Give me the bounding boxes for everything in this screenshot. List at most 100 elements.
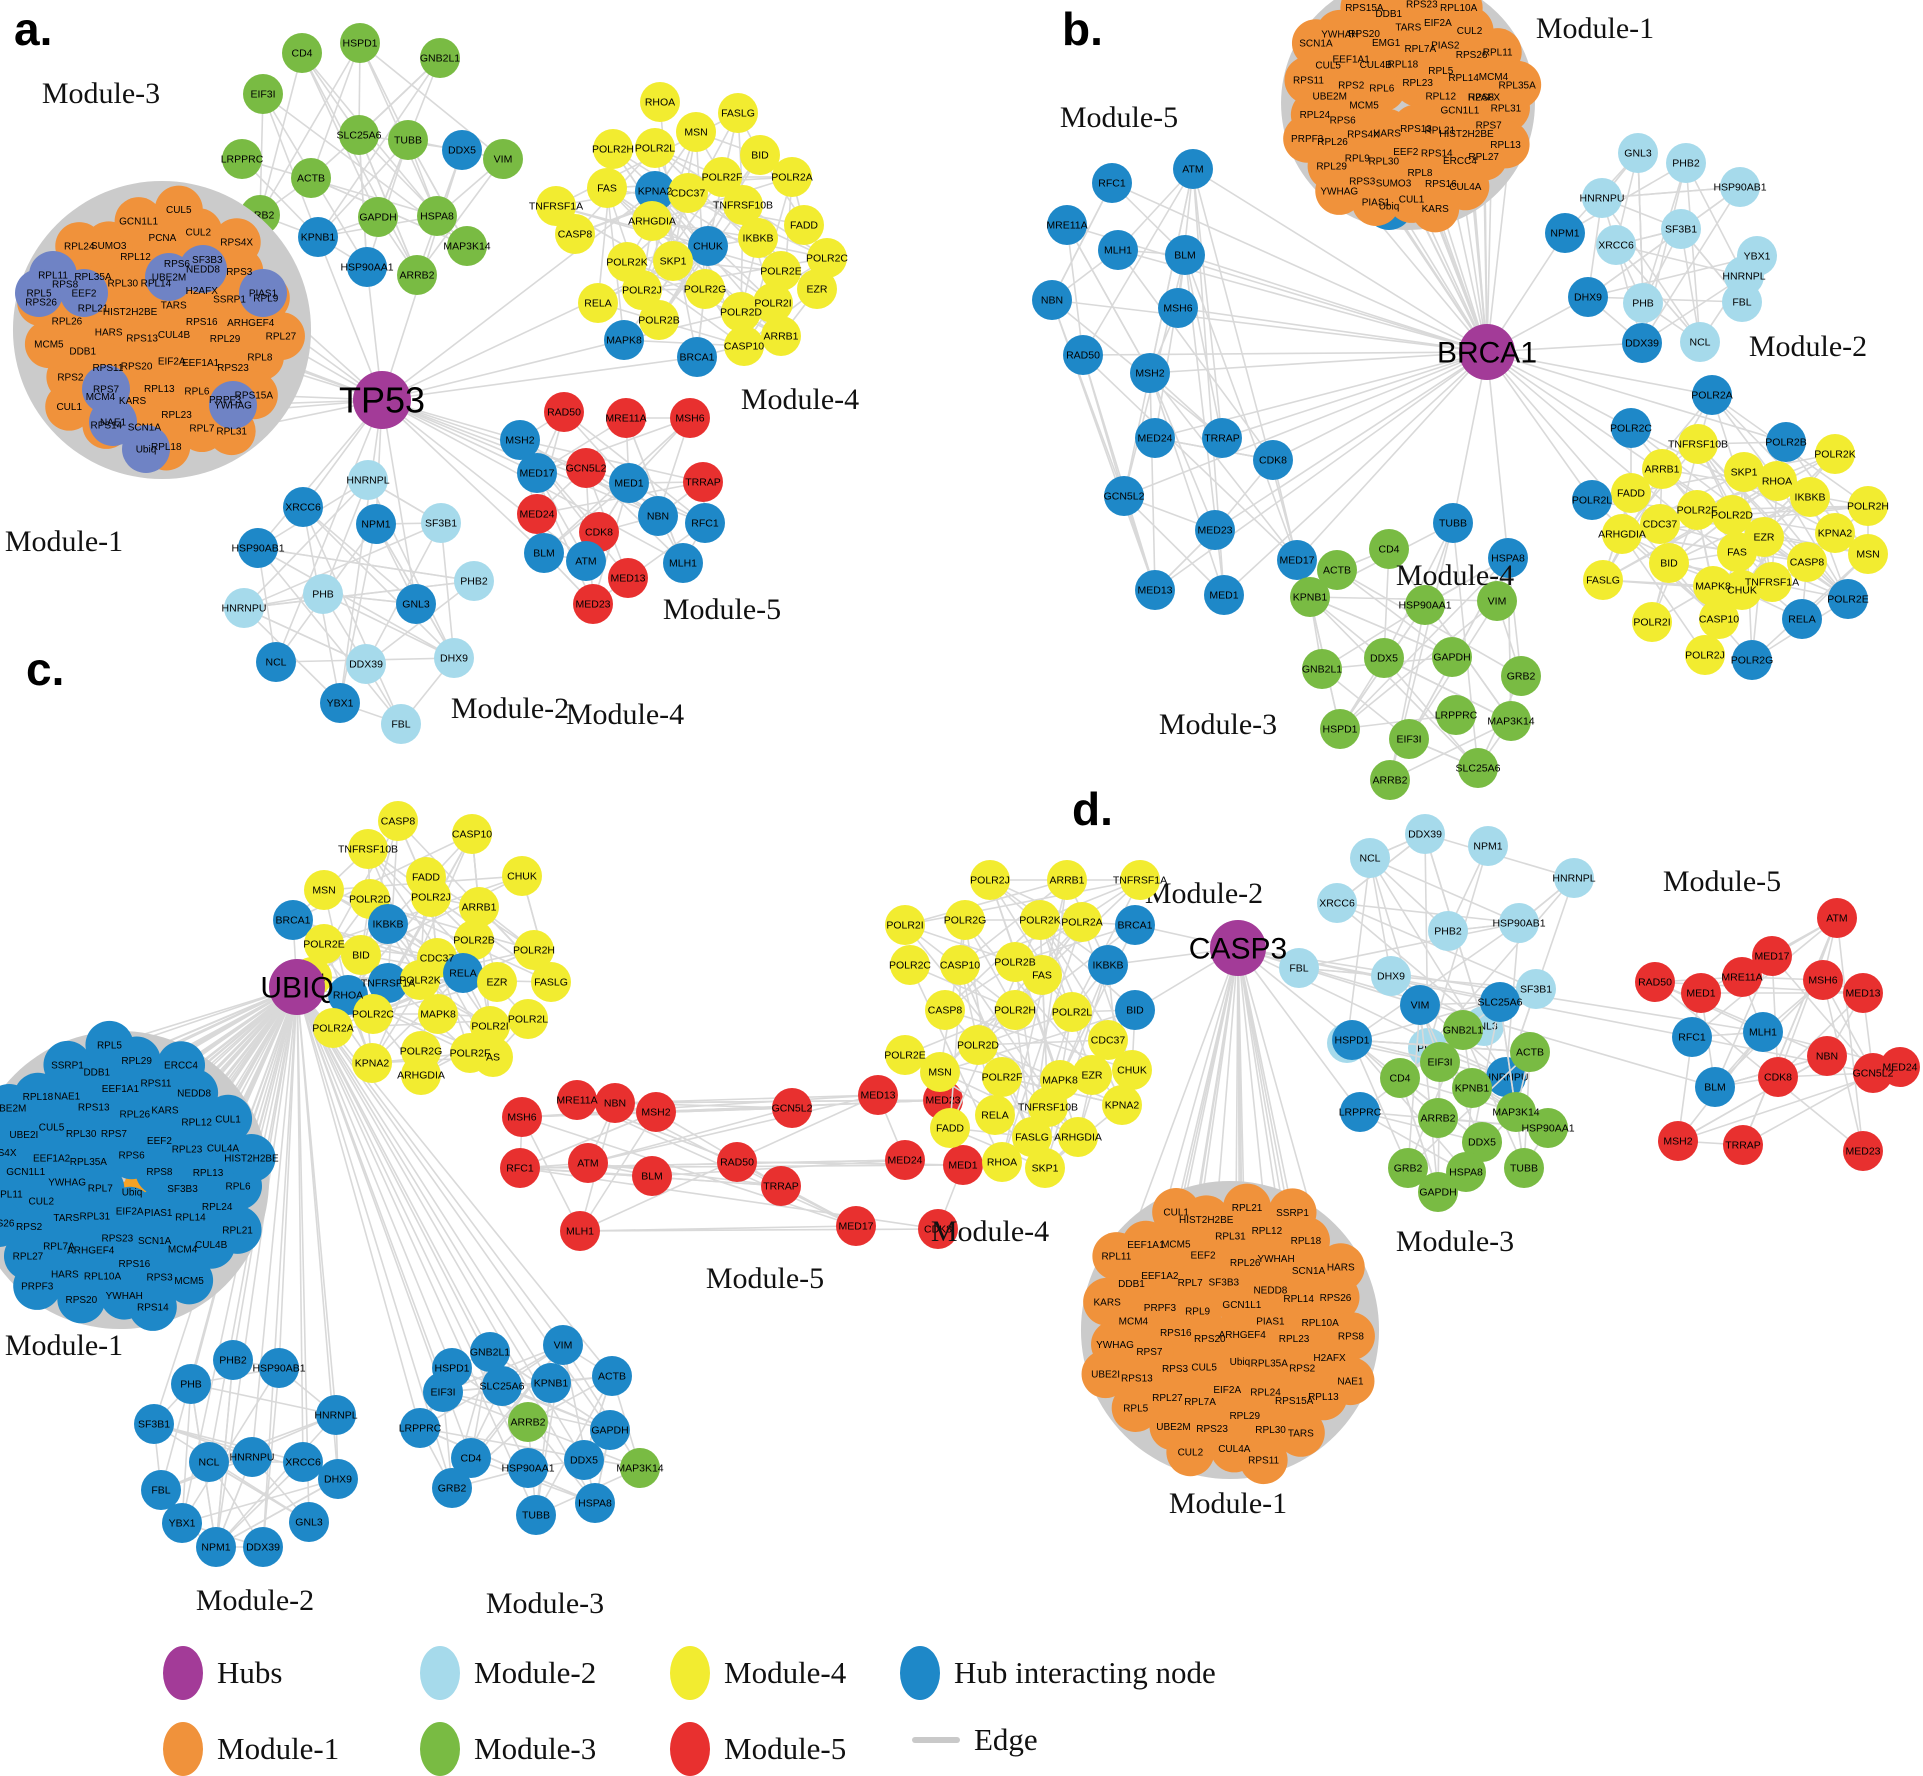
- node-label: RPL8: [247, 352, 272, 363]
- node-CUL1: [1152, 1188, 1201, 1237]
- node-label: GCN1L1: [6, 1167, 45, 1178]
- node-label: GCN5L2: [1104, 491, 1145, 503]
- node-DDX5: [1462, 1122, 1502, 1162]
- node-EZR: [1072, 1055, 1112, 1095]
- edge: [243, 522, 442, 609]
- node-SF3B1: [1516, 969, 1556, 1009]
- node-label: GCN5L2: [1853, 1068, 1894, 1080]
- node-RPL5: [1111, 1383, 1160, 1432]
- node-NCL: [189, 1442, 229, 1482]
- node-label: RPL13: [193, 1168, 224, 1179]
- module-3-swatch: [420, 1722, 460, 1776]
- node-TNFRSF10B: [348, 829, 388, 869]
- node-label: CDC37: [671, 188, 706, 200]
- node-label: RPS23: [101, 1234, 133, 1245]
- node-RPS4X: [0, 1128, 25, 1177]
- edge: [419, 1427, 596, 1504]
- node-label: DDX5: [448, 145, 476, 157]
- edge: [257, 547, 475, 582]
- node-label: RPS4X: [1347, 129, 1380, 140]
- node-label: RPS16: [1160, 1328, 1192, 1339]
- node-POLR2D: [721, 292, 761, 332]
- node-label: NPM1: [1550, 228, 1579, 240]
- node-label: RPS3: [226, 267, 253, 278]
- node-label: GCN1L1: [1440, 105, 1479, 116]
- edge: [1369, 857, 1520, 924]
- node-CASP8: [555, 214, 595, 254]
- node-NPM1: [196, 1527, 236, 1567]
- node-POLR2B: [639, 300, 679, 340]
- node-label: TNFRSF1A: [1113, 875, 1167, 887]
- node-label: HSP90AA1: [1521, 1123, 1574, 1135]
- cluster-nodes: [1635, 898, 1920, 1171]
- node-label: H2AFX: [1468, 93, 1501, 104]
- node-label: NAE1: [1337, 1377, 1364, 1388]
- node-PHB2: [213, 1340, 253, 1380]
- edge: [1486, 351, 1713, 396]
- node-GRB2: [1388, 1148, 1428, 1188]
- node-TRRAP: [761, 1166, 801, 1206]
- node-label: DHX9: [1574, 292, 1602, 304]
- node-PHB2: [1428, 911, 1468, 951]
- node-GAPDH: [1418, 1172, 1458, 1212]
- node-label: YBX1: [1744, 251, 1771, 263]
- node-label: RPL11: [0, 1190, 23, 1201]
- node-label: HARS: [1373, 128, 1401, 139]
- node-label: ATM: [577, 1158, 598, 1170]
- node-HSPA8: [1446, 1152, 1486, 1192]
- node-label: MED17: [1279, 555, 1314, 567]
- edge: [296, 986, 491, 1353]
- cluster-node-labels: HNRNPL XRCC6 NPM1 SF3B1 HSP90AB1 PHB PHB2 GNL3 H…: [222, 475, 488, 731]
- node-label: ATM: [1182, 164, 1203, 176]
- edge: [381, 399, 417, 605]
- node-POLR2B: [454, 920, 494, 960]
- node-label: MED17: [838, 1221, 873, 1233]
- node-label: ARHGDIA: [1598, 529, 1646, 541]
- node-MED17: [1277, 540, 1317, 580]
- edge: [302, 506, 402, 725]
- node-label: MAP3K14: [443, 241, 490, 253]
- node-label: CD4: [1378, 544, 1399, 556]
- node-BLM: [1695, 1067, 1735, 1107]
- node-MED23: [1843, 1131, 1883, 1171]
- node-label: POLR2J: [1685, 650, 1725, 662]
- legend-item-hubs: Hubs: [163, 1646, 282, 1700]
- node-label: DHX9: [440, 653, 468, 665]
- node-label: EIF3I: [250, 89, 275, 101]
- node-label: YWHAH: [106, 1291, 143, 1302]
- node-HSPD1: [1332, 1020, 1372, 1060]
- node-label: RPL30: [1255, 1425, 1286, 1436]
- node-label: RPS13: [1121, 1373, 1153, 1384]
- node-label: HSPD1: [342, 38, 377, 50]
- node-FASLG: [1012, 1117, 1052, 1157]
- node-label: TNFRSF10B: [338, 844, 398, 856]
- node-label: POLR2H: [592, 144, 634, 156]
- node-label: ARRB2: [399, 270, 434, 282]
- node-label: PHB: [312, 589, 334, 601]
- edge: [1419, 1004, 1439, 1193]
- node-MSN: [1848, 534, 1888, 574]
- edge: [1697, 443, 1808, 563]
- node-HNRNPL: [1554, 858, 1594, 898]
- edge: [959, 879, 1068, 966]
- node-ATM: [566, 541, 606, 581]
- module-label-c-Module-2: Module-2: [196, 1584, 314, 1617]
- node-VIM: [1477, 581, 1517, 621]
- node-label: MAP3K14: [1492, 1107, 1539, 1119]
- node-label: EZR: [1082, 1070, 1103, 1082]
- node-label: RPS2: [1289, 1363, 1316, 1374]
- edge: [440, 522, 455, 659]
- node-label: RFC1: [1678, 1032, 1706, 1044]
- node-label: EIF3I: [430, 1387, 455, 1399]
- node-label: POLR2E: [884, 1050, 925, 1062]
- node-label: FADD: [412, 872, 440, 884]
- node-FADD: [784, 205, 824, 245]
- node-label: GNB2L1: [470, 1347, 510, 1359]
- node-label: GAPDH: [359, 212, 396, 224]
- edge: [1214, 351, 1488, 531]
- node-UBE2I: [1081, 1350, 1130, 1399]
- node-MAP3K14: [620, 1448, 660, 1488]
- node-label: RPL6: [184, 386, 209, 397]
- node-MED24: [1880, 1047, 1920, 1087]
- node-GNL3: [289, 1502, 329, 1542]
